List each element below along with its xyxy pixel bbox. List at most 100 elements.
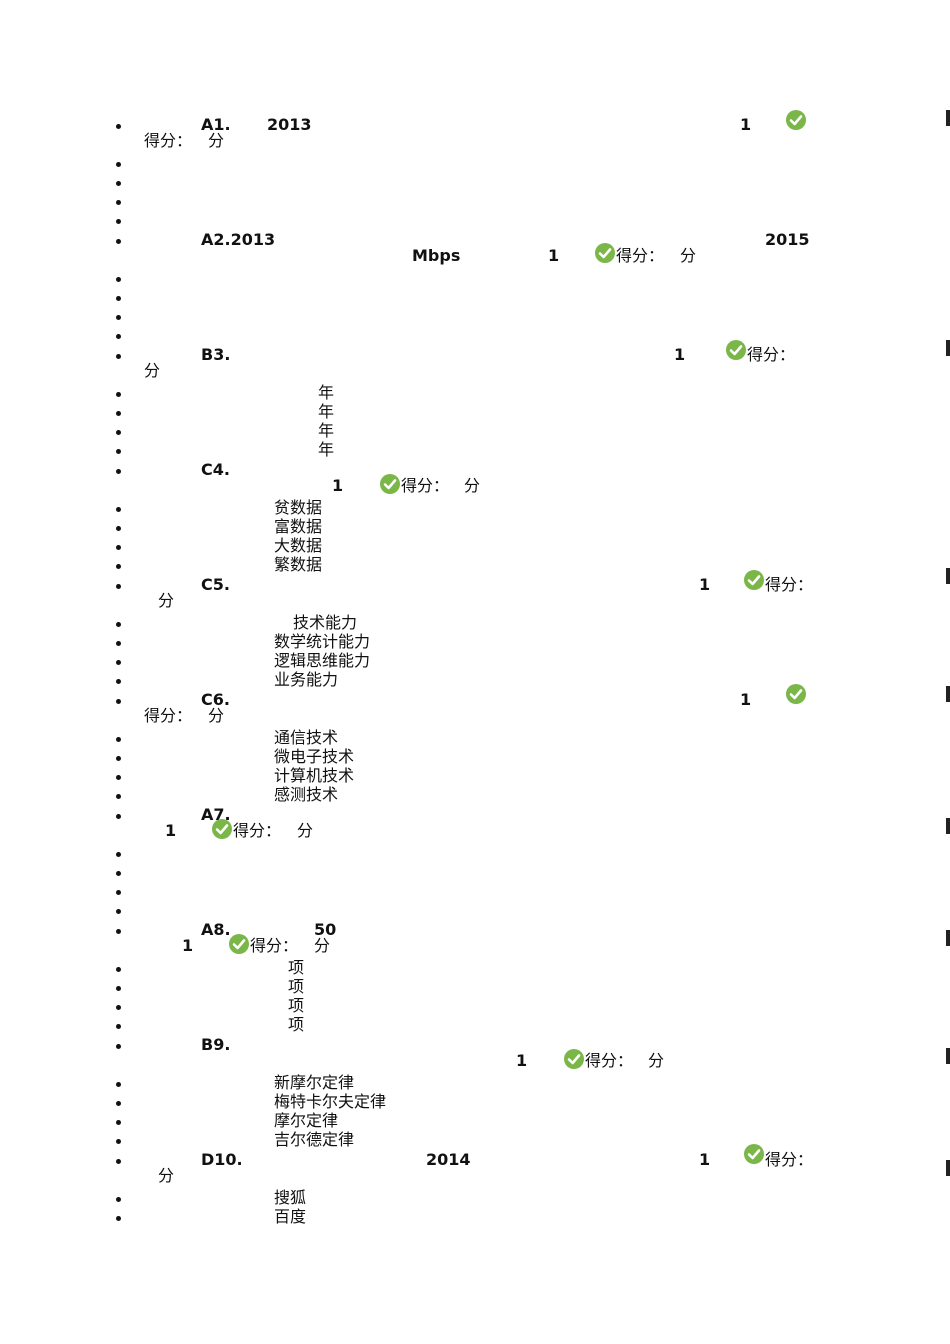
page-edge-mark: [946, 110, 950, 126]
option-bullet[interactable]: [116, 277, 121, 282]
option-bullet[interactable]: [116, 200, 121, 205]
option-bullet[interactable]: [116, 852, 121, 857]
option-label[interactable]: 繁数据: [274, 555, 323, 574]
option-bullet[interactable]: [116, 1197, 121, 1202]
option-label[interactable]: 搜狐: [274, 1188, 307, 1207]
option-label[interactable]: 项: [288, 996, 305, 1015]
option-bullet[interactable]: [116, 986, 121, 991]
option-label[interactable]: 微电子技术: [274, 747, 355, 766]
option-label[interactable]: 百度: [274, 1207, 307, 1226]
option-bullet[interactable]: [116, 737, 121, 742]
option-label[interactable]: 新摩尔定律: [274, 1073, 355, 1092]
option-bullet[interactable]: [116, 392, 121, 397]
list-bullet: [116, 929, 121, 934]
score-unit: 分: [464, 476, 481, 495]
score-unit: 分: [158, 1166, 175, 1185]
option-bullet[interactable]: [116, 1024, 121, 1029]
score-unit: 分: [208, 131, 225, 150]
option-bullet[interactable]: [116, 660, 121, 665]
option-label[interactable]: 项: [288, 958, 305, 977]
score-label: 得分：: [616, 246, 665, 265]
list-bullet: [116, 1159, 121, 1164]
option-label[interactable]: 年: [318, 421, 335, 440]
option-bullet[interactable]: [116, 1120, 121, 1125]
option-label[interactable]: 项: [288, 1015, 305, 1034]
check-circle-icon: [744, 1144, 764, 1164]
score-unit: 分: [297, 821, 314, 840]
option-bullet[interactable]: [116, 564, 121, 569]
option-label[interactable]: 年: [318, 383, 335, 402]
option-bullet[interactable]: [116, 1101, 121, 1106]
option-bullet[interactable]: [116, 679, 121, 684]
option-bullet[interactable]: [116, 1082, 121, 1087]
option-label[interactable]: 数学统计能力: [274, 632, 371, 651]
list-bullet: [116, 469, 121, 474]
option-bullet[interactable]: [116, 775, 121, 780]
option-bullet[interactable]: [116, 1005, 121, 1010]
page-edge-mark: [946, 930, 950, 946]
question-number: A1.: [201, 115, 231, 134]
check-circle-icon: [726, 340, 746, 360]
score-unit: 分: [144, 361, 161, 380]
option-bullet[interactable]: [116, 526, 121, 531]
page-edge-mark: [946, 568, 950, 584]
option-label[interactable]: 年: [318, 440, 335, 459]
option-bullet[interactable]: [116, 1139, 121, 1144]
check-circle-icon: [786, 110, 806, 130]
question-points: 1: [548, 246, 560, 265]
option-bullet[interactable]: [116, 794, 121, 799]
question-year: 2013: [267, 115, 312, 134]
option-label[interactable]: 项: [288, 977, 305, 996]
option-bullet[interactable]: [116, 967, 121, 972]
option-bullet[interactable]: [116, 545, 121, 550]
option-bullet[interactable]: [116, 334, 121, 339]
option-label[interactable]: 摩尔定律: [274, 1111, 339, 1130]
option-bullet[interactable]: [116, 622, 121, 627]
option-bullet[interactable]: [116, 890, 121, 895]
list-bullet: [116, 699, 121, 704]
option-label[interactable]: 吉尔德定律: [274, 1130, 355, 1149]
option-bullet[interactable]: [116, 909, 121, 914]
score-label: 得分：: [765, 1150, 814, 1169]
option-label[interactable]: 年: [318, 402, 335, 421]
option-bullet[interactable]: [116, 871, 121, 876]
option-label[interactable]: 技术能力: [293, 613, 358, 632]
question-number: B9.: [201, 1035, 231, 1054]
option-label[interactable]: 感测技术: [274, 785, 339, 804]
option-label[interactable]: 富数据: [274, 517, 323, 536]
option-bullet[interactable]: [116, 641, 121, 646]
option-bullet[interactable]: [116, 162, 121, 167]
page-edge-mark: [946, 686, 950, 702]
page-edge-mark: [946, 340, 950, 356]
option-bullet[interactable]: [116, 449, 121, 454]
check-circle-icon: [564, 1049, 584, 1069]
option-bullet[interactable]: [116, 430, 121, 435]
check-circle-icon: [380, 474, 400, 494]
check-circle-icon: [595, 243, 615, 263]
score-label: 得分：: [144, 706, 193, 725]
option-label[interactable]: 逻辑思维能力: [274, 651, 371, 670]
score-unit: 分: [314, 936, 331, 955]
option-bullet[interactable]: [116, 219, 121, 224]
option-label[interactable]: 贫数据: [274, 498, 323, 517]
check-circle-icon: [212, 819, 232, 839]
option-bullet[interactable]: [116, 507, 121, 512]
option-label[interactable]: 业务能力: [274, 670, 339, 689]
question-points: 1: [740, 115, 752, 134]
option-bullet[interactable]: [116, 1216, 121, 1221]
option-label[interactable]: 大数据: [274, 536, 323, 555]
option-label[interactable]: 通信技术: [274, 728, 339, 747]
option-label[interactable]: 计算机技术: [274, 766, 355, 785]
option-bullet[interactable]: [116, 411, 121, 416]
question-count: 50: [314, 920, 337, 939]
option-bullet[interactable]: [116, 315, 121, 320]
question-points: 1: [699, 575, 711, 594]
option-bullet[interactable]: [116, 756, 121, 761]
option-label[interactable]: 梅特卡尔夫定律: [274, 1092, 387, 1111]
score-unit: 分: [158, 591, 175, 610]
option-bullet[interactable]: [116, 296, 121, 301]
option-bullet[interactable]: [116, 181, 121, 186]
score-label: 得分：: [585, 1051, 634, 1070]
page-edge-mark: [946, 1160, 950, 1176]
